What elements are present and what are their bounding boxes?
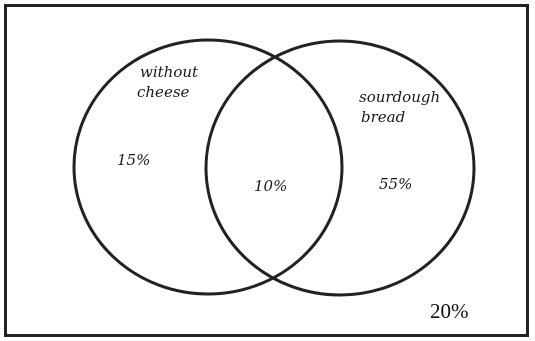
set-b-label-line2: bread xyxy=(361,108,405,126)
set-b-only-value: 55% xyxy=(379,175,412,193)
outside-value: 20% xyxy=(430,299,469,323)
set-a-circle xyxy=(72,38,344,296)
set-a-label-line2: cheese xyxy=(137,83,190,101)
set-b-circle xyxy=(204,39,476,297)
diagram-frame xyxy=(4,4,529,337)
intersection-value: 10% xyxy=(254,177,287,195)
set-b-label-line1: sourdough xyxy=(359,88,440,106)
set-a-label-line1: without xyxy=(140,63,199,81)
set-a-only-value: 15% xyxy=(117,151,150,169)
